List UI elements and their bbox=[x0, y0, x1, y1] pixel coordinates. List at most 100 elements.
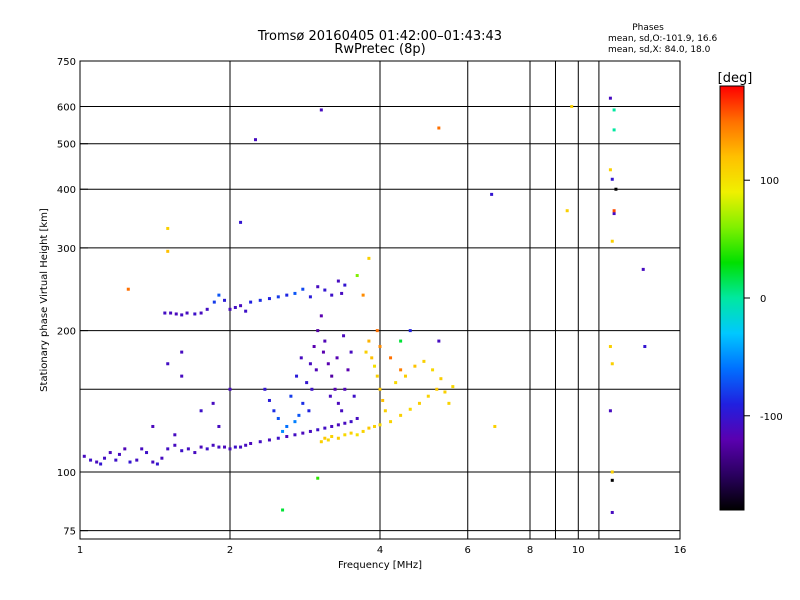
y-tick-label: 300 bbox=[57, 244, 76, 255]
echo-point bbox=[608, 168, 612, 172]
echo-point bbox=[343, 421, 347, 425]
echo-point bbox=[108, 451, 112, 455]
echo-point bbox=[151, 424, 155, 428]
echo-point bbox=[199, 445, 203, 449]
echo-point bbox=[316, 285, 320, 289]
echo-point bbox=[330, 293, 334, 297]
echo-point bbox=[166, 226, 170, 230]
echo-point bbox=[301, 287, 305, 291]
echo-point bbox=[239, 304, 243, 308]
echo-point bbox=[330, 424, 334, 428]
echo-point bbox=[223, 445, 227, 449]
echo-point bbox=[340, 409, 344, 413]
echo-point bbox=[610, 239, 614, 243]
echo-point bbox=[352, 394, 356, 398]
echo-point bbox=[211, 401, 215, 405]
colorbar-ticks: 100 0 -100 bbox=[744, 176, 783, 423]
echo-point bbox=[361, 293, 365, 297]
echo-point bbox=[180, 350, 184, 354]
echo-point bbox=[276, 295, 280, 299]
echo-point bbox=[249, 300, 253, 304]
echo-point bbox=[319, 314, 323, 318]
echo-point bbox=[326, 438, 330, 442]
echo-point bbox=[276, 436, 280, 440]
y-tick-label: 200 bbox=[57, 327, 76, 338]
echo-point bbox=[490, 192, 494, 196]
y-tick-label: 75 bbox=[63, 527, 76, 538]
echo-point bbox=[381, 398, 385, 402]
echo-point bbox=[608, 345, 612, 349]
echo-point bbox=[295, 374, 299, 378]
echo-point bbox=[289, 394, 293, 398]
echo-point bbox=[199, 311, 203, 315]
echo-point bbox=[239, 220, 243, 224]
echo-point bbox=[367, 339, 371, 343]
echo-point bbox=[285, 424, 289, 428]
phase-info-o-mode: mean, sd,O:-101.9, 16.6 bbox=[608, 34, 718, 44]
echo-point bbox=[336, 401, 340, 405]
echo-point bbox=[417, 401, 421, 405]
echo-point bbox=[389, 356, 393, 360]
x-tick-label: 1 bbox=[77, 545, 83, 556]
echo-point bbox=[319, 440, 323, 444]
plot-area: 1 2 4 6 8 10 16 75 100 200 300 400 500 600 750 bbox=[57, 57, 686, 556]
echo-point bbox=[361, 429, 365, 433]
y-axis-ticks: 75 100 200 300 400 500 600 750 bbox=[57, 57, 88, 538]
echo-point bbox=[367, 426, 371, 430]
echo-point bbox=[293, 291, 297, 295]
echo-point bbox=[285, 293, 289, 297]
echo-point bbox=[431, 368, 435, 372]
echo-point bbox=[355, 433, 359, 437]
x-tick-label: 8 bbox=[527, 545, 533, 556]
echo-point bbox=[244, 443, 248, 447]
echo-point bbox=[233, 305, 237, 309]
echo-point bbox=[117, 452, 121, 456]
echo-point bbox=[99, 462, 103, 466]
echo-point bbox=[321, 350, 325, 354]
chart-title: Tromsø 20160405 01:42:00–01:43:43 bbox=[257, 29, 502, 44]
echo-point bbox=[228, 307, 232, 311]
y-axis-label: Stationary phase Virtual Height [km] bbox=[39, 208, 50, 392]
echo-point bbox=[281, 508, 285, 512]
echo-point bbox=[307, 409, 311, 413]
echo-point bbox=[403, 374, 407, 378]
echo-point bbox=[394, 381, 398, 385]
echo-point bbox=[151, 460, 155, 464]
echo-point bbox=[301, 431, 305, 435]
echo-point bbox=[565, 209, 569, 213]
echo-point bbox=[343, 283, 347, 287]
echo-point bbox=[126, 287, 130, 291]
y-tick-label: 750 bbox=[57, 57, 76, 68]
echo-point bbox=[373, 364, 377, 368]
echo-point bbox=[308, 362, 312, 366]
echo-point bbox=[293, 433, 297, 437]
echo-point bbox=[180, 449, 184, 453]
echo-point bbox=[439, 377, 443, 381]
echo-point bbox=[160, 456, 164, 460]
echo-point bbox=[610, 470, 614, 474]
y-tick-label: 400 bbox=[57, 185, 76, 196]
echo-point bbox=[258, 298, 262, 302]
echo-point bbox=[443, 390, 447, 394]
echo-point bbox=[193, 451, 197, 455]
echo-point bbox=[333, 387, 337, 391]
echo-point bbox=[330, 374, 334, 378]
echo-point bbox=[447, 401, 451, 405]
echo-point bbox=[169, 311, 173, 315]
x-axis-ticks: 1 2 4 6 8 10 16 bbox=[77, 545, 687, 556]
echo-point bbox=[328, 394, 332, 398]
echo-point bbox=[608, 409, 612, 413]
echo-point bbox=[299, 356, 303, 360]
echo-point bbox=[166, 249, 170, 253]
echo-point bbox=[185, 311, 189, 315]
echo-point bbox=[413, 364, 417, 368]
echo-point bbox=[570, 105, 574, 109]
echo-point bbox=[205, 447, 209, 451]
echo-point bbox=[323, 436, 327, 440]
echo-point bbox=[239, 445, 243, 449]
echo-point bbox=[612, 108, 616, 112]
echo-point bbox=[258, 440, 262, 444]
echo-point bbox=[193, 312, 197, 316]
echo-point bbox=[186, 447, 190, 451]
